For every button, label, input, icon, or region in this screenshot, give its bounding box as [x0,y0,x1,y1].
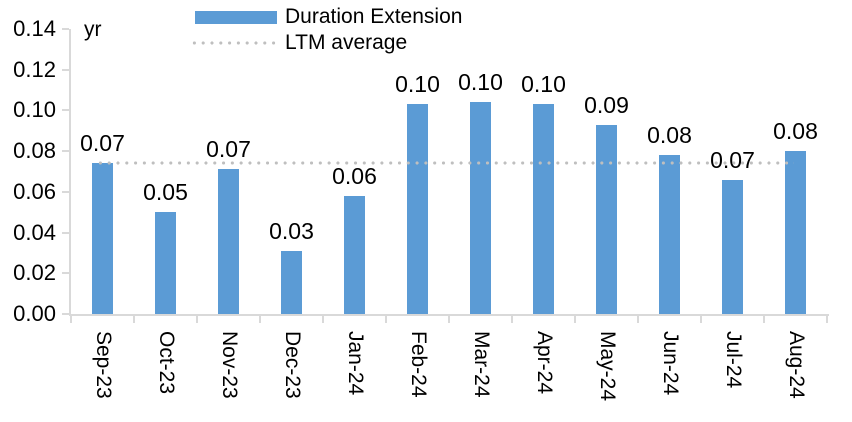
y-axis-tick-label: 0.08 [13,138,56,164]
y-axis-tick-label: 0.10 [13,97,56,123]
x-axis-label: Nov-23 [217,331,241,399]
bar-oct-23 [155,212,176,314]
bar-mar-24 [470,102,491,314]
bar-may-24 [596,124,617,314]
y-axis-unit-label: yr [84,18,102,41]
bar-dec-23 [281,250,302,314]
y-axis-line [69,29,71,316]
bar-sep-23 [92,163,113,314]
x-axis-tick [763,316,765,323]
x-axis-label: Oct-23 [154,331,178,395]
x-axis-tick [511,316,513,323]
y-axis-tick-label: 0.14 [13,16,56,41]
x-axis-tick [826,316,828,323]
dotted-line-swatch-icon [190,41,278,45]
y-axis-tick [62,231,69,234]
bar-value-label: 0.08 [647,122,692,149]
bar-value-label: 0.10 [395,71,440,98]
y-axis-tick-label: 0.04 [13,219,56,245]
x-axis-label: Aug-24 [784,331,808,399]
bar-value-label: 0.07 [80,130,125,157]
bar-apr-24 [533,104,554,314]
x-axis-label: Mar-24 [469,331,493,398]
bar-series-swatch-icon [195,10,277,24]
x-axis-tick [133,316,135,323]
x-axis-label: May-24 [595,331,619,402]
y-axis-tick-label: 0.12 [13,56,56,82]
x-axis-tick [448,316,450,323]
bar-jan-24 [344,195,365,314]
x-axis-label: Jun-24 [658,331,682,396]
bar-jul-24 [722,179,743,314]
legend-item-duration-extension: Duration Extension [190,4,462,30]
x-axis-tick [700,316,702,323]
y-axis-tick-label: 0.02 [13,260,56,286]
bar-value-label: 0.05 [143,179,188,206]
x-axis-tick [259,316,261,323]
bar-value-label: 0.10 [458,69,503,96]
x-axis-label: Sep-23 [91,331,115,399]
legend: Duration Extension LTM average [190,4,462,56]
legend-label-duration-extension: Duration Extension [285,5,463,28]
bar-value-label: 0.06 [332,162,377,189]
y-axis-tick [62,313,69,315]
x-axis-label: Jul-24 [721,331,745,389]
bar-nov-23 [218,169,239,314]
legend-item-ltm-average: LTM average [190,30,462,56]
x-axis-tick [70,316,72,323]
x-axis-label: Apr-24 [532,331,556,395]
x-axis-label: Feb-24 [406,331,430,398]
bar-value-label: 0.08 [773,118,818,145]
y-axis-tick-label: 0.00 [13,301,56,326]
legend-label-ltm-average: LTM average [285,31,408,54]
ltm-average-line [96,161,794,166]
x-axis-tick [196,316,198,323]
y-axis-tick [62,68,69,71]
y-axis-tick [62,272,69,275]
bar-value-label: 0.07 [206,136,251,163]
bar-value-label: 0.03 [269,217,314,244]
x-axis-tick [385,316,387,323]
x-axis-label: Jan-24 [343,331,367,396]
y-axis-tick [62,190,69,193]
y-axis-tick [62,28,69,30]
y-axis-tick [62,150,69,153]
bar-feb-24 [407,104,428,314]
y-axis-tick-label: 0.06 [13,178,56,204]
x-axis-line [69,314,829,316]
bar-value-label: 0.09 [584,91,629,118]
y-axis-tick [62,109,69,112]
bar-value-label: 0.07 [710,146,755,173]
x-axis-label: Dec-23 [280,331,304,399]
bar-aug-24 [785,151,806,314]
x-axis-tick [574,316,576,323]
x-axis-tick [637,316,639,323]
x-axis-tick [322,316,324,323]
bar-jun-24 [659,155,680,314]
bar-value-label: 0.10 [521,71,566,98]
